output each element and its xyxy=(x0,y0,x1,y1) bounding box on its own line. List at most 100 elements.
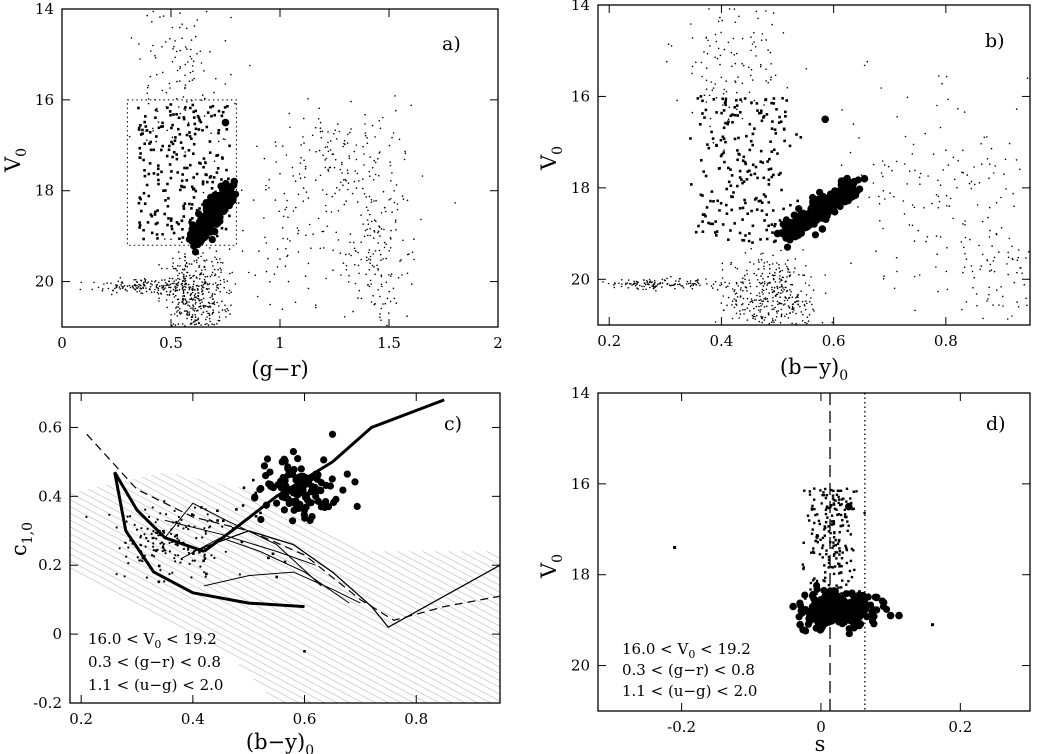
field-star xyxy=(720,282,722,284)
selected-star xyxy=(719,202,723,205)
selected-star xyxy=(825,506,828,510)
field-star xyxy=(304,167,307,170)
selected-star xyxy=(795,133,798,136)
selected-star xyxy=(761,161,765,164)
selected-star xyxy=(183,202,187,205)
field-star xyxy=(343,142,345,145)
field-star xyxy=(756,285,758,288)
field-star xyxy=(763,262,766,264)
field-star xyxy=(774,294,777,297)
selected-star xyxy=(139,152,142,155)
field-star xyxy=(111,293,113,296)
field-star xyxy=(163,549,166,552)
field-star xyxy=(751,314,754,317)
selected-star xyxy=(735,104,739,107)
field-star xyxy=(136,556,139,559)
panel-b-x-label-sub: 0 xyxy=(839,368,848,384)
field-star xyxy=(1025,257,1027,259)
field-star xyxy=(204,318,207,321)
selected-star xyxy=(181,236,185,239)
field-star xyxy=(731,65,733,68)
field-star xyxy=(140,292,142,294)
field-star xyxy=(140,527,143,530)
selected-star xyxy=(172,113,175,116)
field-star xyxy=(731,288,734,290)
field-star xyxy=(183,310,186,312)
field-star xyxy=(183,294,185,297)
field-star xyxy=(108,513,111,516)
selected-star xyxy=(222,519,225,523)
field-star xyxy=(727,296,730,299)
bold-star xyxy=(256,485,264,493)
field-star xyxy=(992,260,995,262)
selected-star xyxy=(157,182,160,186)
field-star xyxy=(135,287,138,289)
field-star xyxy=(1016,301,1018,303)
field-star xyxy=(659,282,662,284)
field-star xyxy=(115,286,118,289)
selected-star xyxy=(715,230,719,233)
bold-star xyxy=(816,188,824,196)
selected-star xyxy=(741,238,744,242)
field-star xyxy=(168,550,171,553)
field-star xyxy=(196,19,199,21)
field-star xyxy=(218,305,220,307)
field-star xyxy=(186,548,190,551)
selected-star xyxy=(182,117,186,121)
field-star xyxy=(643,285,645,288)
selected-star xyxy=(827,555,831,559)
field-star xyxy=(169,283,172,286)
panel-c: 0.2 0.4 0.6 0.8 -0.200.20.40.6 c) 16.0 < V0… xyxy=(7,392,501,754)
field-star xyxy=(706,52,709,55)
field-star xyxy=(945,149,947,151)
panel-b-y-label-sub: 0 xyxy=(550,146,566,155)
selected-star xyxy=(146,221,150,224)
field-star xyxy=(189,55,192,58)
field-star xyxy=(211,260,213,263)
selected-star xyxy=(217,129,221,132)
field-star xyxy=(201,293,204,296)
field-star xyxy=(911,153,914,155)
selected-star xyxy=(181,173,184,176)
field-star xyxy=(636,283,638,286)
selected-star xyxy=(701,230,705,233)
field-star xyxy=(1008,142,1011,145)
field-star xyxy=(142,281,145,284)
selected-star xyxy=(740,178,743,181)
field-star xyxy=(155,285,158,287)
x-tick-label: 0.8 xyxy=(934,332,958,350)
selected-star xyxy=(208,151,212,154)
field-star xyxy=(308,149,311,151)
field-star xyxy=(952,156,955,159)
selected-star xyxy=(155,135,158,138)
field-star xyxy=(649,286,651,289)
field-star xyxy=(123,285,126,287)
selected-star xyxy=(172,231,176,235)
field-star xyxy=(192,283,195,286)
selected-star xyxy=(763,219,766,222)
field-star xyxy=(852,123,855,125)
field-star xyxy=(388,312,390,314)
field-star xyxy=(810,276,812,278)
field-star xyxy=(147,281,150,283)
field-star xyxy=(781,303,783,305)
field-star xyxy=(206,520,209,523)
selected-star xyxy=(150,231,154,235)
field-star xyxy=(363,193,366,195)
field-star xyxy=(602,281,604,283)
field-star xyxy=(184,109,187,111)
field-star xyxy=(744,278,746,281)
selected-star xyxy=(843,515,847,518)
field-star xyxy=(133,523,136,527)
field-star xyxy=(136,281,138,284)
field-star xyxy=(980,142,982,145)
selected-star xyxy=(139,197,142,201)
field-star xyxy=(990,269,993,272)
field-star xyxy=(786,86,789,89)
field-star xyxy=(164,552,167,555)
field-star xyxy=(159,16,161,18)
field-star xyxy=(789,312,791,314)
field-star xyxy=(212,265,214,267)
field-star xyxy=(758,261,760,263)
field-star xyxy=(183,280,186,283)
